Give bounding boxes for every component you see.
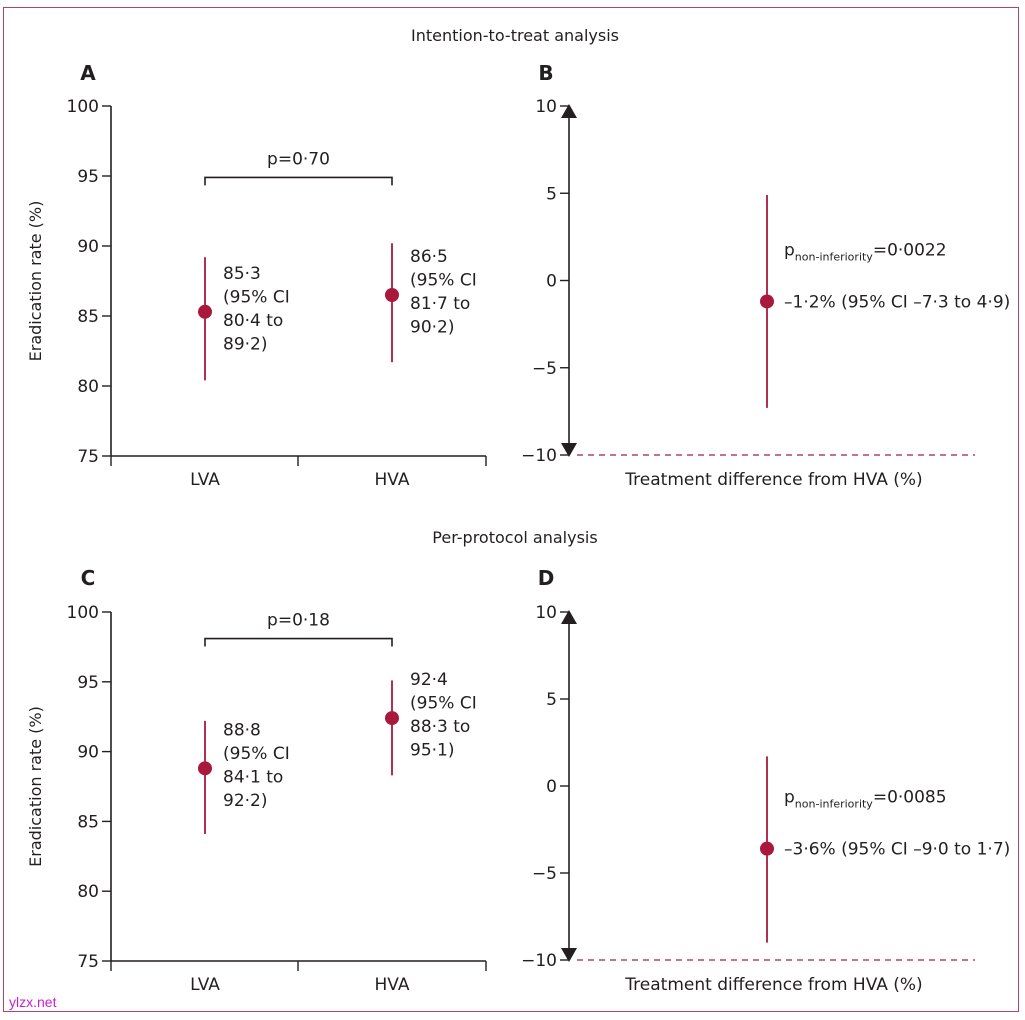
y-tick-label: 5 xyxy=(546,690,557,710)
section-title-pp: Per-protocol analysis xyxy=(432,528,597,547)
p-value-label: p=0·18 xyxy=(267,611,330,631)
data-label: 86·5 xyxy=(410,247,448,267)
p-noninferiority-label: pnon-inferiority=0·0085 xyxy=(784,788,947,811)
x-tick-label: HVA xyxy=(375,470,410,490)
y-tick-label: 95 xyxy=(77,673,99,693)
data-label: 88·3 to xyxy=(410,717,470,737)
y-tick-label: 85 xyxy=(77,812,99,832)
y-tick-label: 5 xyxy=(546,184,557,204)
data-label: 89·2) xyxy=(223,334,267,354)
arrow-up-icon xyxy=(561,610,577,624)
data-label: 84·1 to xyxy=(223,767,283,787)
data-label: 92·2) xyxy=(223,791,267,811)
panel-d: D −10 −5 0 5 10 Treatment difference from HVA … xyxy=(521,566,1010,995)
data-point xyxy=(760,841,774,856)
panel-c: C 75 80 85 90 95 100 LVA HVA Eradication rate (%)… xyxy=(26,566,487,995)
y-tick-label: 80 xyxy=(77,882,99,902)
y-tick-label: 10 xyxy=(535,97,557,117)
data-label: 95·1) xyxy=(410,741,454,761)
panel-label: D xyxy=(538,566,555,590)
y-tick-label: 10 xyxy=(535,603,557,623)
p-noninferiority-label: pnon-inferiority=0·0022 xyxy=(784,240,947,263)
y-tick-label: 0 xyxy=(546,272,557,292)
data-point xyxy=(198,304,212,319)
arrow-down-icon xyxy=(561,948,577,962)
panel-b: B −10 −5 0 5 10 Treatment difference from HVA … xyxy=(521,61,1010,490)
data-label: –1·2% (95% CI –7·3 to 4·9) xyxy=(784,292,1010,312)
y-tick-label: −5 xyxy=(532,359,557,379)
data-label: (95% CI xyxy=(223,744,290,764)
comparison-bracket xyxy=(204,637,393,647)
data-label: 81·7 to xyxy=(410,294,470,314)
y-tick-label: 100 xyxy=(67,603,99,623)
y-tick-label: 90 xyxy=(77,743,99,763)
figure-frame xyxy=(3,7,1019,1012)
panel-a: A 75 80 85 90 95 100 LVA HVA Eradication rate (%)… xyxy=(26,61,487,490)
data-label: 90·2) xyxy=(410,318,454,338)
y-tick-label: 90 xyxy=(77,237,99,257)
section-title-itt: Intention-to-treat analysis xyxy=(411,26,619,45)
y-tick-label: 80 xyxy=(77,377,99,397)
data-label: –3·6% (95% CI –9·0 to 1·7) xyxy=(784,840,1010,860)
y-tick-label: −5 xyxy=(532,864,557,884)
y-tick-label: 95 xyxy=(77,167,99,187)
arrow-down-icon xyxy=(561,443,577,457)
data-label: 85·3 xyxy=(223,264,261,284)
y-axis-label: Eradication rate (%) xyxy=(26,201,45,362)
x-tick-label: LVA xyxy=(190,975,220,995)
data-point xyxy=(385,288,399,302)
data-point xyxy=(385,711,399,726)
data-point xyxy=(198,761,212,776)
data-point xyxy=(760,294,774,309)
data-label: (95% CI xyxy=(410,694,477,714)
panel-label: C xyxy=(81,566,96,590)
data-label: (95% CI xyxy=(223,287,290,307)
x-axis-label: Treatment difference from HVA (%) xyxy=(624,975,922,995)
data-label: 80·4 to xyxy=(223,311,283,331)
watermark: ylzx.net xyxy=(9,994,57,1010)
x-tick-label: HVA xyxy=(375,975,410,995)
x-tick-label: LVA xyxy=(190,470,220,490)
y-tick-label: 0 xyxy=(546,777,557,797)
p-value-label: p=0·70 xyxy=(267,149,330,169)
y-tick-label: 75 xyxy=(77,447,99,467)
y-tick-label: 85 xyxy=(77,307,99,327)
panel-label: A xyxy=(80,61,96,85)
y-tick-label: 100 xyxy=(67,97,99,117)
comparison-bracket xyxy=(204,176,393,186)
arrow-up-icon xyxy=(561,104,577,118)
y-tick-label: 75 xyxy=(77,952,99,972)
data-label: 88·8 xyxy=(223,720,261,740)
panel-label: B xyxy=(538,61,553,85)
y-tick-label: −10 xyxy=(521,951,557,971)
x-axis-label: Treatment difference from HVA (%) xyxy=(624,470,922,490)
data-label: 92·4 xyxy=(410,670,448,690)
data-label: (95% CI xyxy=(410,271,477,291)
y-axis-label: Eradication rate (%) xyxy=(26,706,45,867)
y-tick-label: −10 xyxy=(521,446,557,466)
